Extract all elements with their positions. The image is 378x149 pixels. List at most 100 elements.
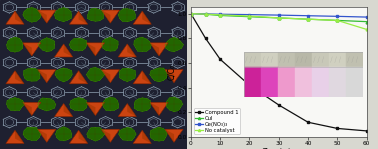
X-axis label: Time/min: Time/min [262,148,295,149]
Polygon shape [23,43,32,56]
Polygon shape [23,8,41,22]
Polygon shape [55,68,72,82]
Bar [329,67,346,97]
Polygon shape [134,98,150,111]
Polygon shape [23,103,32,115]
Line: Compound 1: Compound 1 [189,12,368,132]
CuI [247,16,252,18]
Bar [261,67,278,97]
Polygon shape [101,70,110,83]
Polygon shape [127,44,136,57]
Polygon shape [150,43,168,56]
Polygon shape [165,129,174,142]
Polygon shape [101,129,110,142]
Polygon shape [70,11,88,24]
Line: No catalyst: No catalyst [189,12,368,31]
Polygon shape [79,130,88,143]
Bar [312,67,329,97]
Ce(NO₃)₃ [335,15,339,17]
Bar [312,52,329,67]
Polygon shape [165,70,183,83]
Line: CuI: CuI [189,12,368,23]
CuI [306,18,310,20]
Polygon shape [23,43,41,56]
Compound 1 [276,104,281,106]
Polygon shape [23,68,40,81]
No catalyst [247,15,252,17]
Polygon shape [70,130,88,143]
Polygon shape [150,127,167,141]
Compound 1 [218,58,222,60]
Polygon shape [23,103,41,115]
Ce(NO₃)₃ [218,13,222,15]
Polygon shape [101,10,110,23]
Polygon shape [54,104,73,117]
Polygon shape [7,98,24,111]
Polygon shape [102,37,118,51]
Polygon shape [38,38,55,52]
Bar [261,52,278,67]
Bar [278,67,295,97]
No catalyst [189,13,193,14]
Polygon shape [38,10,56,23]
Compound 1 [247,84,252,86]
CuI [335,20,339,21]
Polygon shape [64,44,73,57]
Bar [295,67,312,97]
Polygon shape [6,71,24,84]
Polygon shape [15,71,24,84]
Polygon shape [133,11,151,24]
No catalyst [218,14,222,16]
No catalyst [364,28,369,30]
Ce(NO₃)₃ [203,13,208,15]
Polygon shape [15,11,24,24]
Bar [278,52,295,67]
Polygon shape [127,104,136,117]
Polygon shape [6,130,24,143]
Compound 1 [189,13,193,14]
Polygon shape [56,127,71,141]
Ce(NO₃)₃ [276,14,281,16]
Compound 1 [364,130,369,132]
Ce(NO₃)₃ [247,14,252,15]
Y-axis label: C/C₀: C/C₀ [167,64,176,80]
Polygon shape [142,71,151,84]
Polygon shape [165,129,183,142]
Polygon shape [133,130,151,143]
Polygon shape [166,37,183,52]
Polygon shape [101,129,119,142]
Polygon shape [134,37,151,51]
No catalyst [306,18,310,20]
No catalyst [203,13,208,15]
Polygon shape [86,103,95,115]
CuI [203,13,208,15]
Polygon shape [165,70,174,83]
Polygon shape [38,10,47,23]
Compound 1 [335,128,339,129]
Line: Ce(NO₃)₃: Ce(NO₃)₃ [189,12,368,18]
Polygon shape [88,8,104,21]
Polygon shape [64,104,73,117]
Polygon shape [150,103,159,115]
CuI [218,15,222,16]
Polygon shape [54,44,73,57]
Polygon shape [118,104,136,117]
Bar [346,52,363,67]
CuI [276,17,281,19]
Polygon shape [15,130,24,143]
Polygon shape [79,11,88,24]
Ce(NO₃)₃ [189,13,193,14]
Polygon shape [86,103,105,115]
Polygon shape [166,97,183,112]
Polygon shape [119,68,136,82]
Polygon shape [119,128,136,141]
Polygon shape [142,130,151,143]
Polygon shape [38,70,56,83]
Bar [244,52,261,67]
Polygon shape [86,43,105,56]
Polygon shape [133,71,151,84]
Polygon shape [38,129,56,142]
Polygon shape [118,44,136,57]
Legend: Compound 1, CuI, Ce(NO₃)₃, No catalyst: Compound 1, CuI, Ce(NO₃)₃, No catalyst [194,108,240,134]
Polygon shape [150,103,168,115]
